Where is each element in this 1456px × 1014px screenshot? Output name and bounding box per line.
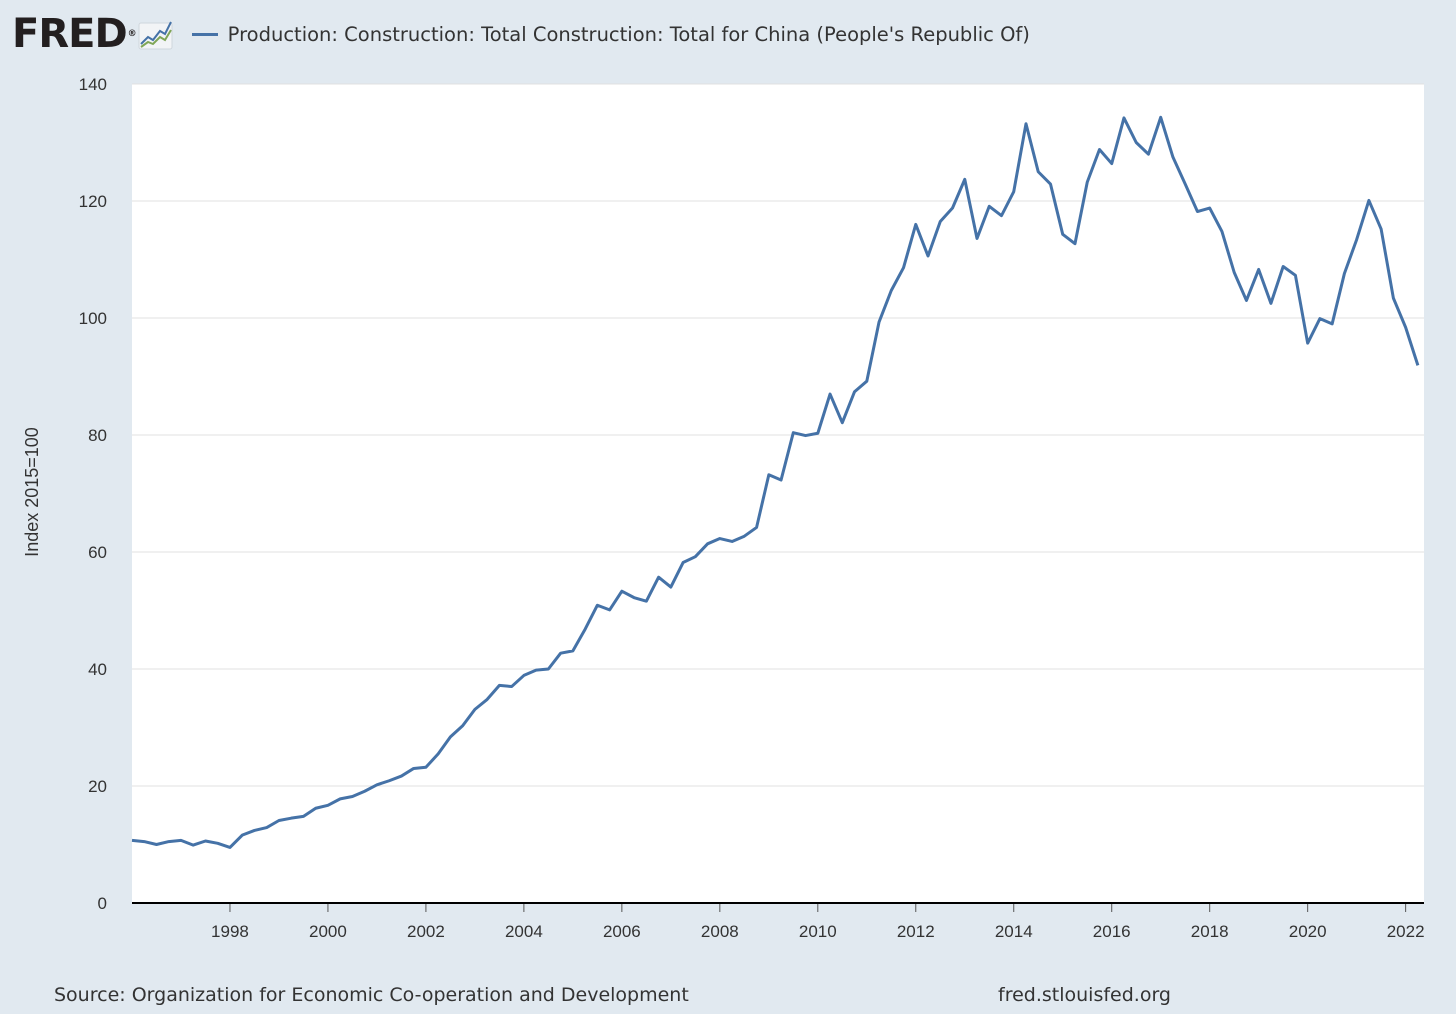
- source-note: Source: Organization for Economic Co-ope…: [54, 984, 689, 1006]
- plot-area: [132, 84, 1424, 903]
- y-axis-tick-labels: 0 20 40 60 80 100 120 140: [79, 75, 107, 913]
- mini-line-chart-icon: [138, 21, 173, 50]
- x-tick-label: 2002: [407, 922, 445, 941]
- x-tick-label: 2018: [1191, 922, 1229, 941]
- x-tick-label: 2014: [995, 922, 1033, 941]
- x-tick-label: 2004: [505, 922, 543, 941]
- y-tick-label: 140: [79, 75, 107, 94]
- y-tick-label: 100: [79, 309, 107, 328]
- x-tick-label: 2020: [1289, 922, 1327, 941]
- y-tick-label: 80: [88, 426, 107, 445]
- grid-lines: [132, 83, 1424, 787]
- y-tick-label: 20: [88, 777, 107, 796]
- legend-swatch: [191, 32, 218, 36]
- series-layer: [131, 115, 1420, 849]
- x-axis-tick-labels: 1998 2000 2002 2004 2006 2008 2010 2012 2014 2016…: [211, 903, 1425, 941]
- x-tick-label: 1998: [211, 922, 249, 941]
- x-tick-label: 2006: [603, 922, 641, 941]
- chart-header: FRED® Production: Construction: Total Co…: [12, 12, 1030, 56]
- y-tick-label: 0: [98, 894, 107, 913]
- y-tick-label: 60: [88, 543, 107, 562]
- x-tick-label: 2010: [799, 922, 837, 941]
- y-axis-label: Index 2015=100: [22, 427, 42, 557]
- legend-label[interactable]: Production: Construction: Total Construc…: [227, 22, 1030, 46]
- x-tick-label: 2008: [701, 922, 739, 941]
- y-tick-label: 120: [79, 192, 107, 211]
- site-link[interactable]: fred.stlouisfed.org: [998, 984, 1171, 1006]
- x-tick-label: 2022: [1387, 922, 1425, 941]
- fred-logo-text: FRED: [12, 11, 128, 57]
- fred-logo[interactable]: FRED®: [12, 11, 137, 57]
- registered-mark: ®: [127, 29, 137, 39]
- x-tick-label: 2000: [309, 922, 347, 941]
- y-tick-label: 40: [88, 660, 107, 679]
- x-tick-label: 2016: [1093, 922, 1131, 941]
- x-tick-label: 2012: [897, 922, 935, 941]
- series-line-0[interactable]: [131, 115, 1420, 849]
